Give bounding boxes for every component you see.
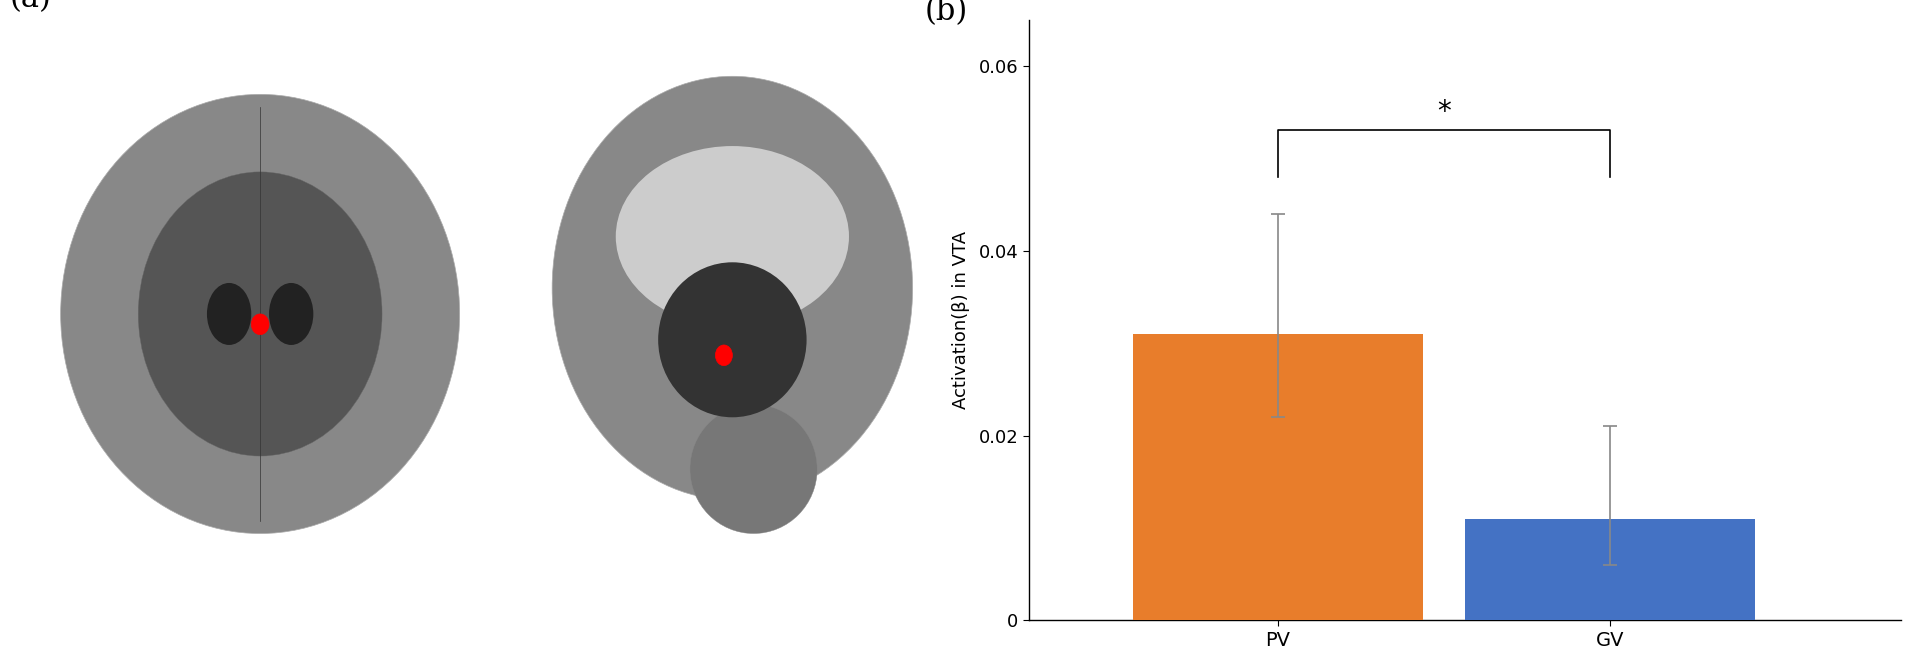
Ellipse shape xyxy=(616,146,849,327)
Bar xyxy=(1465,518,1755,620)
Ellipse shape xyxy=(716,345,732,366)
Text: *: * xyxy=(1438,98,1452,126)
Bar xyxy=(1133,334,1423,620)
Text: (b): (b) xyxy=(924,0,968,27)
Ellipse shape xyxy=(252,314,269,334)
Text: x = 1: x = 1 xyxy=(701,577,764,596)
Ellipse shape xyxy=(269,283,313,345)
Ellipse shape xyxy=(553,76,912,500)
Ellipse shape xyxy=(138,172,382,456)
Ellipse shape xyxy=(689,404,818,534)
Ellipse shape xyxy=(207,283,252,345)
Y-axis label: Activation(β) in VTA: Activation(β) in VTA xyxy=(952,231,970,409)
Text: z = -7: z = -7 xyxy=(223,577,298,596)
Ellipse shape xyxy=(659,263,806,417)
Text: (a): (a) xyxy=(10,0,52,14)
Ellipse shape xyxy=(61,95,459,534)
